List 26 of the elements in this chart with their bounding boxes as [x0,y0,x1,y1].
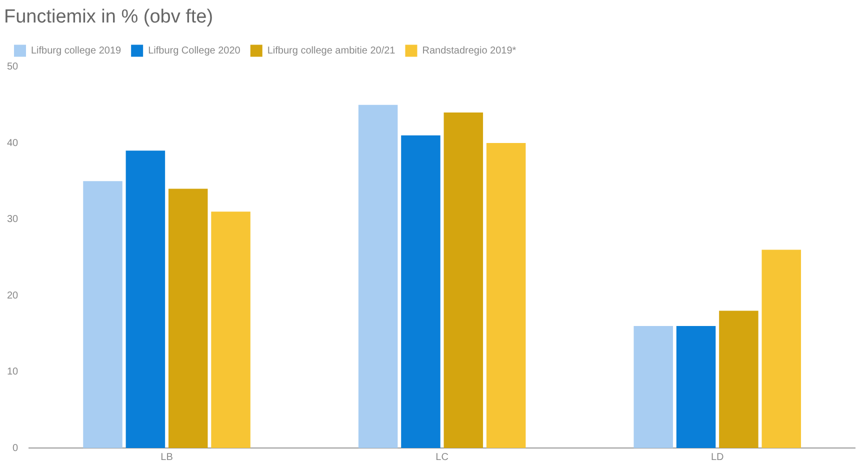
y-tick-label: 30 [7,214,19,226]
x-tick-label: LD [710,452,724,463]
legend-label: Lifburg College 2020 [148,46,241,57]
bar [762,250,801,448]
legend-label: Lifburg college 2019 [31,46,122,57]
bar [634,326,673,448]
x-tick-label: LB [160,452,174,463]
bar [126,150,166,448]
bar [719,310,758,448]
chart-title: Functiemix in % (obv fte) [4,6,214,28]
bar [211,212,250,448]
y-tick-label: 10 [7,366,19,378]
legend-label: Lifburg college ambitie 20/21 [267,46,396,57]
bar [444,112,484,448]
bar [168,188,208,448]
y-tick-label: 20 [7,290,19,302]
bar [83,181,122,448]
y-tick-label: 40 [7,138,19,149]
legend-label: Randstadregio 2019* [422,46,516,57]
x-tick-label: LC [436,452,448,463]
bar [486,143,526,448]
bar [401,135,440,448]
bar [676,326,716,448]
bar [358,104,398,448]
y-tick-label: 0 [12,442,19,454]
y-tick-label: 50 [7,62,19,73]
